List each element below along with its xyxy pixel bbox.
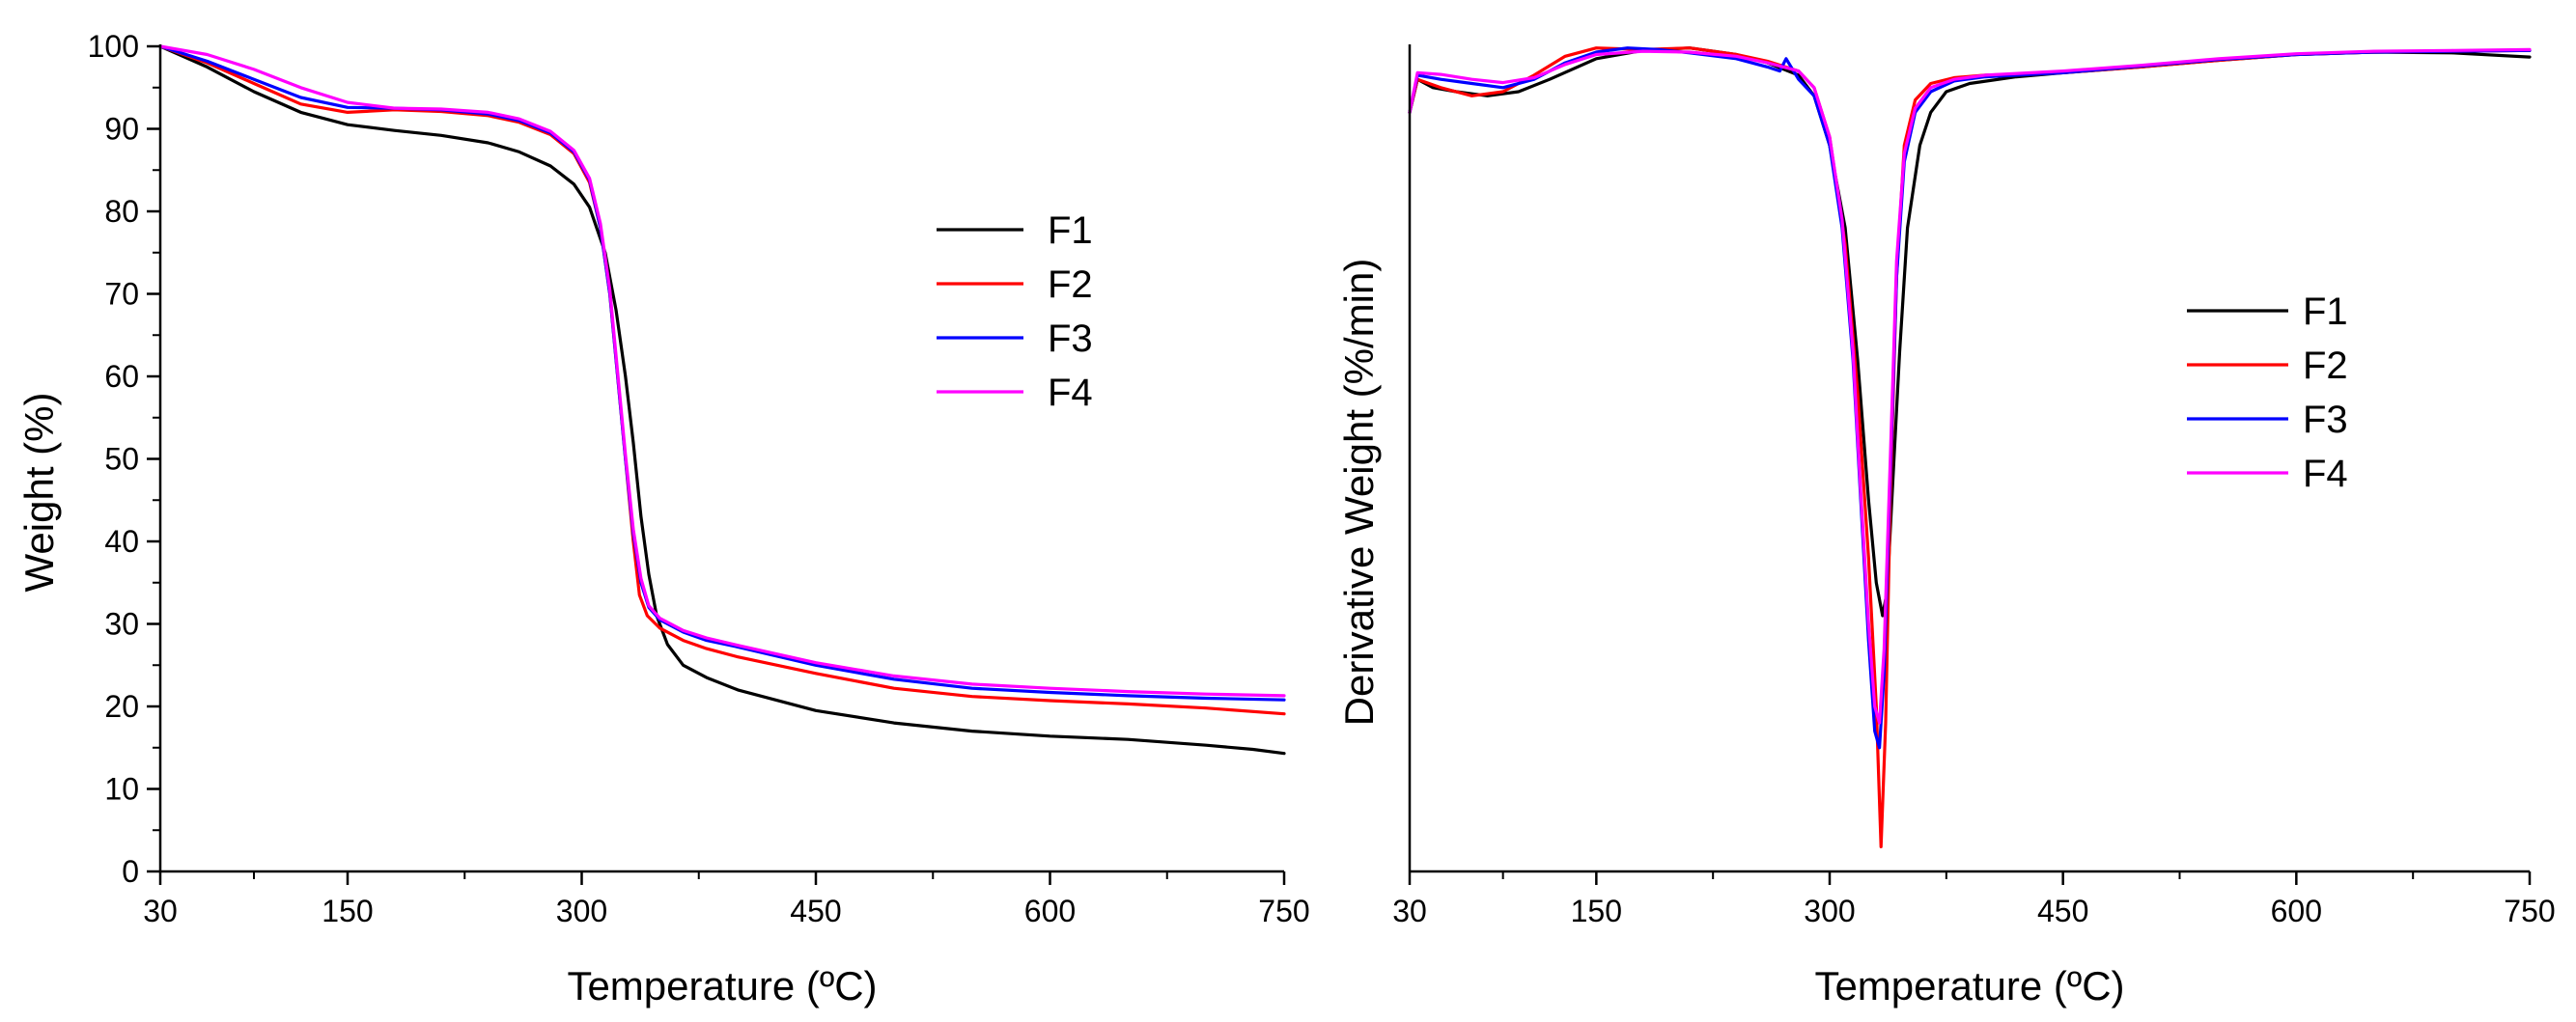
tga-x-tick-label: 750: [1258, 894, 1309, 928]
tga-legend-label-f2: F2: [1048, 263, 1093, 306]
tga-y-tick-label: 70: [104, 277, 139, 312]
tga-x-tick-label: 600: [1024, 894, 1076, 928]
dtg-legend-label-f1: F1: [2303, 290, 2348, 333]
tga-chart: Weight (%) Temperature (ºC) 30 150 300 450 6…: [16, 29, 1310, 1008]
dtg-x-tick-label: 450: [2037, 894, 2088, 928]
dtg-legend: F1 F2 F3 F4: [2187, 290, 2348, 495]
tga-series-line-f4: [158, 44, 1286, 698]
tga-y-tick-label: 30: [104, 607, 139, 642]
tga-series-group: [158, 44, 1286, 756]
tga-y-axis-title: Weight (%): [16, 393, 62, 593]
tga-y-tick-label: 80: [104, 194, 139, 229]
tga-legend-label-f3: F3: [1048, 318, 1093, 360]
tga-y-tick-label: 40: [104, 524, 139, 559]
tga-x-tick-label: 450: [790, 894, 841, 928]
tga-legend-label-f1: F1: [1048, 209, 1093, 252]
dtg-x-tick-label: 300: [1804, 894, 1855, 928]
tga-legend-label-f4: F4: [1048, 372, 1093, 414]
dtg-x-tick-label: 150: [1571, 894, 1622, 928]
dtg-chart: Derivative Weight (%/min) Temperature (º…: [1336, 44, 2556, 1008]
dtg-legend-label-f3: F3: [2303, 399, 2348, 441]
tga-x-tick-label: 30: [143, 894, 178, 928]
tga-x-tick-label: 300: [556, 894, 607, 928]
dtg-x-axis-title: Temperature (ºC): [1814, 963, 2124, 1008]
tga-series-line-f1: [158, 44, 1286, 756]
dtg-x-tick-label: 600: [2271, 894, 2322, 928]
dtg-legend-label-f2: F2: [2303, 345, 2348, 387]
tga-x-tick-label: 150: [322, 894, 373, 928]
tga-y-tick-label: 100: [88, 29, 139, 64]
tga-y-tick-label: 90: [104, 112, 139, 147]
dtg-x-tick-label: 750: [2504, 894, 2555, 928]
tga-y-tick-label: 10: [104, 772, 139, 807]
tga-x-axis-title: Temperature (ºC): [567, 963, 877, 1008]
dtg-legend-label-f4: F4: [2303, 453, 2348, 495]
tga-y-tick-label: 50: [104, 442, 139, 477]
tga-y-tick-label: 0: [122, 854, 139, 889]
dtg-y-axis-title: Derivative Weight (%/min): [1336, 259, 1382, 727]
dtg-series-line-f4: [1408, 47, 2532, 725]
dtg-x-tick-label: 30: [1392, 894, 1427, 928]
dtg-series-group: [1408, 46, 2532, 849]
tga-y-tick-label: 20: [104, 689, 139, 724]
tga-y-tick-label: 60: [104, 359, 139, 394]
tga-legend: F1 F2 F3 F4: [937, 209, 1093, 414]
